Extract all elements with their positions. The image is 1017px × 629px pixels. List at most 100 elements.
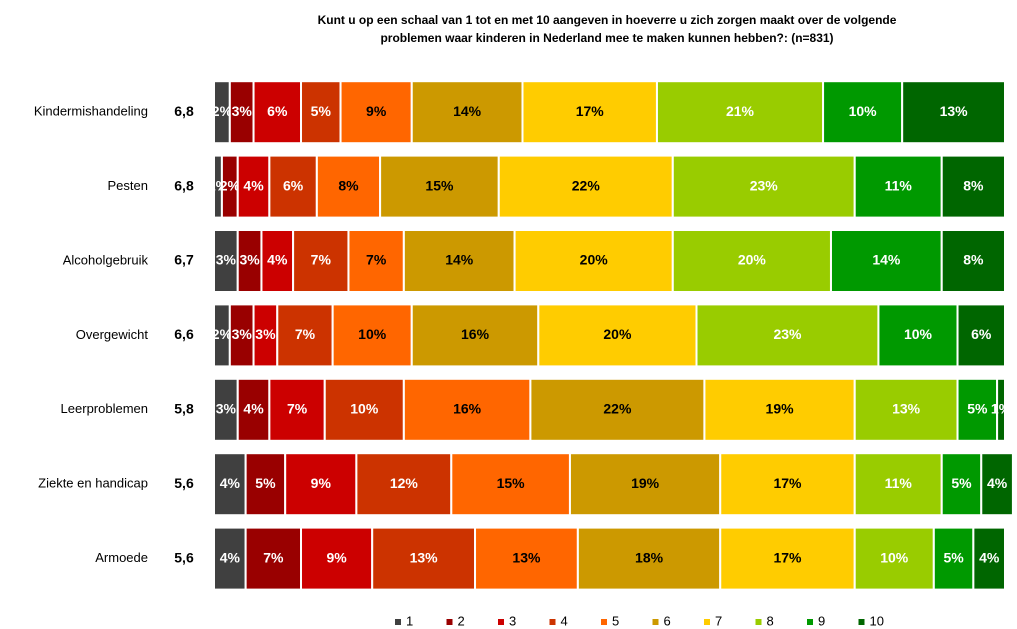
value-label: 17% — [773, 549, 802, 565]
value-label: 3% — [216, 401, 237, 417]
value-label: 21% — [726, 103, 755, 119]
value-label: 5% — [967, 401, 988, 417]
value-label: 17% — [576, 103, 605, 119]
value-label: 16% — [461, 326, 490, 342]
score-label: 6,8 — [174, 103, 194, 119]
bar-segment — [213, 526, 247, 591]
bar-segment — [671, 154, 856, 219]
value-label: 7% — [311, 252, 332, 268]
value-label: 2% — [212, 103, 233, 119]
value-label: 4% — [267, 252, 288, 268]
score-label: 6,7 — [174, 252, 194, 268]
legend-label: 2 — [458, 613, 465, 628]
value-label: 4% — [243, 177, 264, 193]
bar-segment — [244, 526, 303, 591]
bar-segment — [972, 526, 1006, 591]
value-label: 15% — [425, 177, 454, 193]
value-label: 10% — [880, 549, 909, 565]
value-label: 9% — [366, 103, 387, 119]
value-label: 16% — [453, 401, 482, 417]
bar-segment — [940, 154, 1006, 219]
value-label: 3% — [255, 326, 276, 342]
score-label: 6,6 — [174, 326, 194, 342]
bar-segment — [529, 377, 706, 442]
value-label: 22% — [572, 177, 601, 193]
bar-segment — [236, 154, 271, 219]
score-label: 6,8 — [174, 177, 194, 193]
bar-segment — [980, 452, 1014, 517]
bar-segment — [450, 452, 571, 517]
value-label: 20% — [738, 252, 767, 268]
value-label: 18% — [635, 549, 664, 565]
bar-segment — [996, 377, 1007, 442]
value-label: 10% — [904, 326, 933, 342]
bar-segment — [331, 303, 413, 368]
value-label: 10% — [849, 103, 878, 119]
category-label: Overgewicht — [76, 327, 149, 342]
bar-segment — [521, 80, 658, 145]
bar-segment — [853, 154, 943, 219]
bar-segment — [402, 229, 516, 293]
bar-segment — [671, 229, 832, 293]
bar-segment — [315, 154, 382, 219]
bar-segment — [402, 377, 532, 442]
bar-segment — [901, 80, 1006, 145]
value-label: 3% — [232, 326, 253, 342]
category-label: Ziekte en handicap — [38, 476, 148, 491]
value-label: 6% — [267, 103, 288, 119]
value-label: 4% — [220, 475, 241, 491]
bar-segment — [940, 229, 1006, 293]
bar-segment — [568, 452, 722, 517]
value-label: 4% — [979, 549, 1000, 565]
value-label: 13% — [410, 549, 439, 565]
bar-segment — [300, 80, 342, 145]
bar-segment — [703, 377, 856, 442]
value-label: 6% — [283, 177, 304, 193]
legend-label: 9 — [818, 613, 825, 628]
value-label: 17% — [773, 475, 802, 491]
value-label: 7% — [263, 549, 284, 565]
value-label: 7% — [287, 401, 308, 417]
value-label: 12% — [390, 475, 419, 491]
legend-swatch — [498, 619, 504, 625]
value-label: 14% — [453, 103, 482, 119]
value-label: 9% — [311, 475, 332, 491]
value-label: 5% — [951, 475, 972, 491]
bar-segment — [379, 154, 500, 219]
value-label: 23% — [750, 177, 779, 193]
category-label: Kindermishandeling — [34, 104, 148, 119]
category-label: Alcoholgebruik — [63, 252, 149, 267]
legend-swatch — [652, 619, 659, 625]
value-label: 3% — [216, 252, 237, 268]
score-label: 5,8 — [174, 401, 194, 417]
value-label: 14% — [872, 252, 901, 268]
bar-segment — [474, 526, 579, 591]
value-label: 10% — [358, 326, 387, 342]
legend-label: 1 — [406, 613, 413, 628]
bar-segment — [355, 452, 453, 517]
value-label: 7% — [295, 326, 316, 342]
category-label: Armoede — [95, 550, 148, 565]
legend-label: 10 — [870, 613, 884, 628]
value-label: 13% — [512, 549, 541, 565]
bar-segment — [695, 303, 880, 368]
legend-swatch — [601, 619, 607, 625]
bar-segment — [719, 526, 856, 591]
bar-segment — [853, 526, 935, 591]
legend-swatch — [755, 619, 762, 625]
value-label: 14% — [445, 252, 474, 268]
bar-segment — [323, 377, 405, 442]
bar-segment — [276, 303, 334, 368]
legend-label: 3 — [509, 613, 516, 628]
legend-swatch — [446, 619, 453, 625]
value-label: 8% — [963, 252, 984, 268]
value-label: 2% — [212, 326, 233, 342]
value-label: 3% — [232, 103, 253, 119]
bar-segment — [576, 526, 722, 591]
value-label: 2% — [220, 177, 241, 193]
value-label: 4% — [243, 401, 264, 417]
bar-segment — [284, 452, 358, 517]
bar-segment — [853, 452, 943, 517]
value-label: 11% — [885, 475, 913, 491]
legend-label: 8 — [767, 613, 774, 628]
